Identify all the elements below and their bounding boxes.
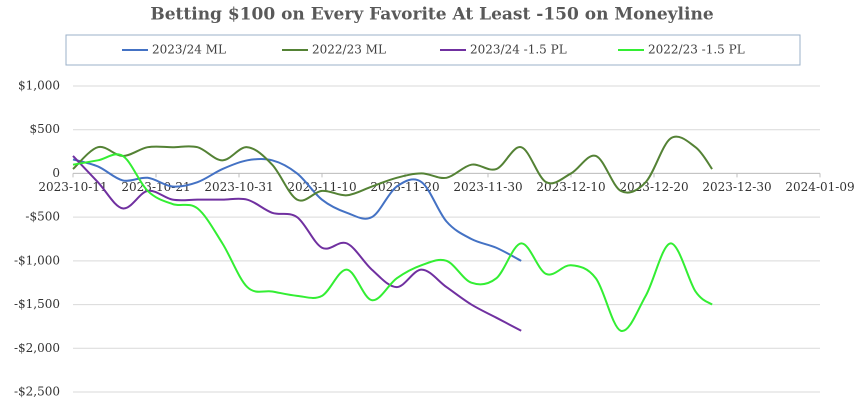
x-tick-label: 2024-01-09 bbox=[785, 180, 854, 194]
x-tick-label: 2023-11-30 bbox=[453, 180, 522, 194]
x-tick-label: 2023-10-21 bbox=[121, 180, 190, 194]
y-tick-label: $500 bbox=[29, 122, 60, 136]
legend-box bbox=[65, 34, 801, 66]
y-tick-label: -$1,500 bbox=[14, 297, 60, 311]
legend-label: 2022/23 -1.5 PL bbox=[648, 43, 745, 57]
x-tick-label: 2023-10-31 bbox=[204, 180, 273, 194]
series-line bbox=[72, 135, 713, 202]
legend-label: 2023/24 -1.5 PL bbox=[470, 43, 567, 57]
y-tick-label: -$1,000 bbox=[14, 253, 60, 267]
series-line bbox=[72, 153, 713, 332]
x-tick-label: 2023-11-10 bbox=[287, 180, 356, 194]
chart-title: Betting $100 on Every Favorite At Least … bbox=[150, 5, 713, 25]
legend-label: 2022/23 ML bbox=[312, 43, 386, 57]
series-line bbox=[72, 157, 522, 262]
y-tick-label: 0 bbox=[52, 166, 60, 180]
y-tick-label: $1,000 bbox=[18, 79, 60, 93]
x-tick-label: 2023-12-30 bbox=[702, 180, 771, 194]
y-tick-label: -$2,500 bbox=[14, 385, 60, 399]
legend-label: 2023/24 ML bbox=[152, 43, 226, 57]
x-tick-label: 2023-10-11 bbox=[38, 180, 107, 194]
y-tick-label: -$500 bbox=[25, 210, 60, 224]
y-tick-label: -$2,000 bbox=[14, 341, 60, 355]
